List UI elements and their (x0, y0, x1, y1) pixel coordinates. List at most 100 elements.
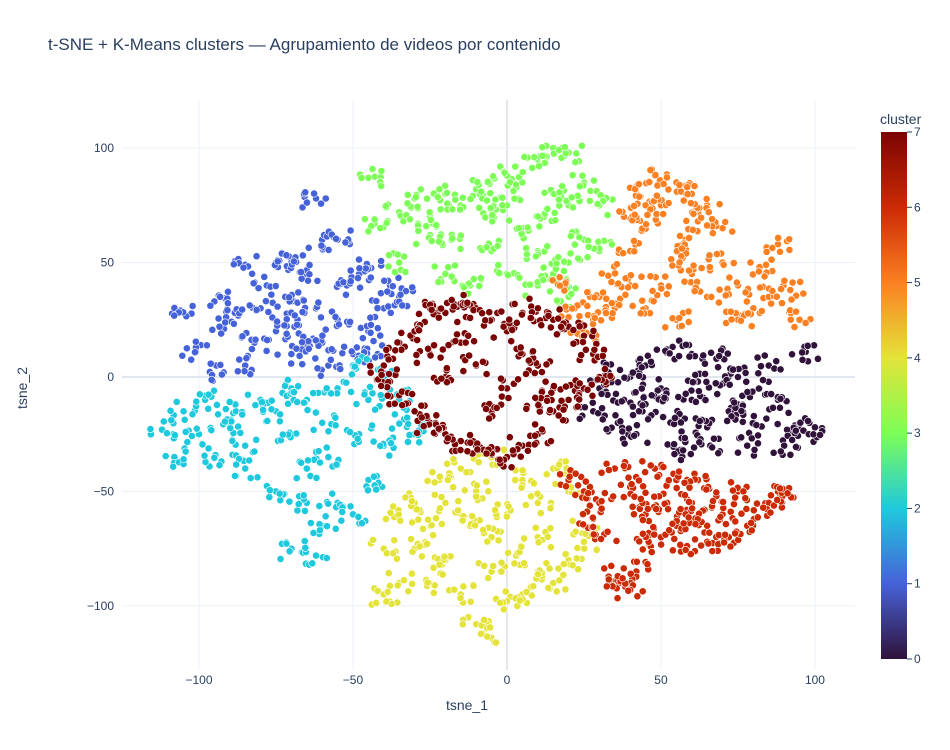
data-point (412, 240, 421, 248)
data-point (788, 350, 796, 359)
data-point (496, 598, 505, 607)
data-point (383, 588, 392, 596)
data-point (352, 400, 361, 408)
data-point (518, 310, 526, 319)
data-point (309, 389, 318, 398)
data-point (302, 464, 311, 473)
data-point (451, 261, 459, 270)
data-point (246, 474, 255, 482)
data-point (507, 463, 516, 472)
data-point (649, 523, 658, 532)
data-point (507, 337, 516, 346)
colorbar-tick-label: 0 (914, 652, 921, 666)
data-point (432, 411, 441, 420)
data-point (685, 498, 693, 506)
data-point (430, 341, 438, 350)
cluster-1-points (168, 188, 417, 385)
data-point (470, 337, 478, 346)
data-point (636, 494, 645, 503)
data-point (616, 366, 624, 374)
data-point (759, 376, 767, 384)
data-point (767, 255, 776, 264)
data-point (301, 188, 310, 197)
data-point (335, 320, 343, 329)
data-point (624, 586, 633, 595)
data-point (417, 401, 426, 410)
data-point (391, 346, 400, 355)
data-point (785, 235, 794, 244)
data-point (630, 210, 639, 219)
data-point (780, 276, 789, 285)
data-point (460, 283, 468, 292)
data-point (626, 569, 635, 578)
data-point (366, 383, 374, 391)
data-point (583, 253, 592, 262)
data-point (702, 377, 711, 386)
data-point (703, 521, 712, 530)
data-point (298, 360, 307, 369)
data-point (627, 480, 636, 489)
data-point (494, 536, 503, 545)
data-point (181, 427, 190, 436)
data-point (546, 406, 555, 414)
data-point (755, 267, 763, 276)
data-point (535, 162, 543, 171)
data-point (543, 205, 552, 213)
data-point (360, 390, 369, 399)
data-point (628, 402, 637, 411)
data-point (267, 405, 276, 414)
data-point (530, 153, 539, 162)
data-point (695, 417, 704, 425)
data-point (384, 262, 393, 271)
data-point (653, 472, 662, 481)
data-point (670, 535, 679, 543)
data-point (468, 512, 476, 521)
data-point (664, 185, 673, 194)
data-point (297, 458, 306, 467)
data-point (701, 472, 710, 481)
data-point (809, 430, 818, 439)
data-point (589, 326, 598, 335)
data-point (430, 478, 439, 487)
data-point (389, 549, 398, 558)
data-point (377, 371, 386, 379)
data-point (762, 247, 771, 256)
data-point (387, 439, 395, 448)
data-point (601, 365, 609, 373)
data-point (294, 500, 303, 508)
data-point (482, 243, 491, 252)
data-point (561, 457, 570, 466)
data-point (434, 278, 443, 286)
data-point (408, 283, 417, 292)
data-point (376, 391, 385, 400)
data-point (314, 298, 323, 307)
data-point (413, 336, 422, 344)
data-point (413, 202, 422, 211)
data-point (597, 468, 606, 477)
data-point (354, 357, 363, 366)
data-point (675, 314, 684, 322)
data-point (589, 523, 598, 531)
data-point (429, 531, 437, 540)
data-point (721, 291, 730, 300)
data-point (259, 406, 267, 414)
data-point (583, 302, 592, 310)
data-point (664, 199, 673, 207)
data-point (290, 388, 298, 397)
data-point (731, 517, 740, 526)
data-point (267, 396, 276, 405)
data-point (543, 532, 552, 541)
data-point (458, 193, 467, 202)
data-point (744, 309, 753, 318)
data-point (262, 297, 270, 306)
data-point (385, 251, 393, 260)
data-point (675, 180, 684, 189)
data-point (697, 213, 706, 222)
data-point (316, 458, 324, 467)
data-point (489, 333, 498, 342)
data-point (546, 524, 555, 533)
data-point (384, 569, 393, 578)
data-point (588, 398, 597, 407)
data-point (643, 505, 652, 513)
data-point (385, 451, 394, 460)
